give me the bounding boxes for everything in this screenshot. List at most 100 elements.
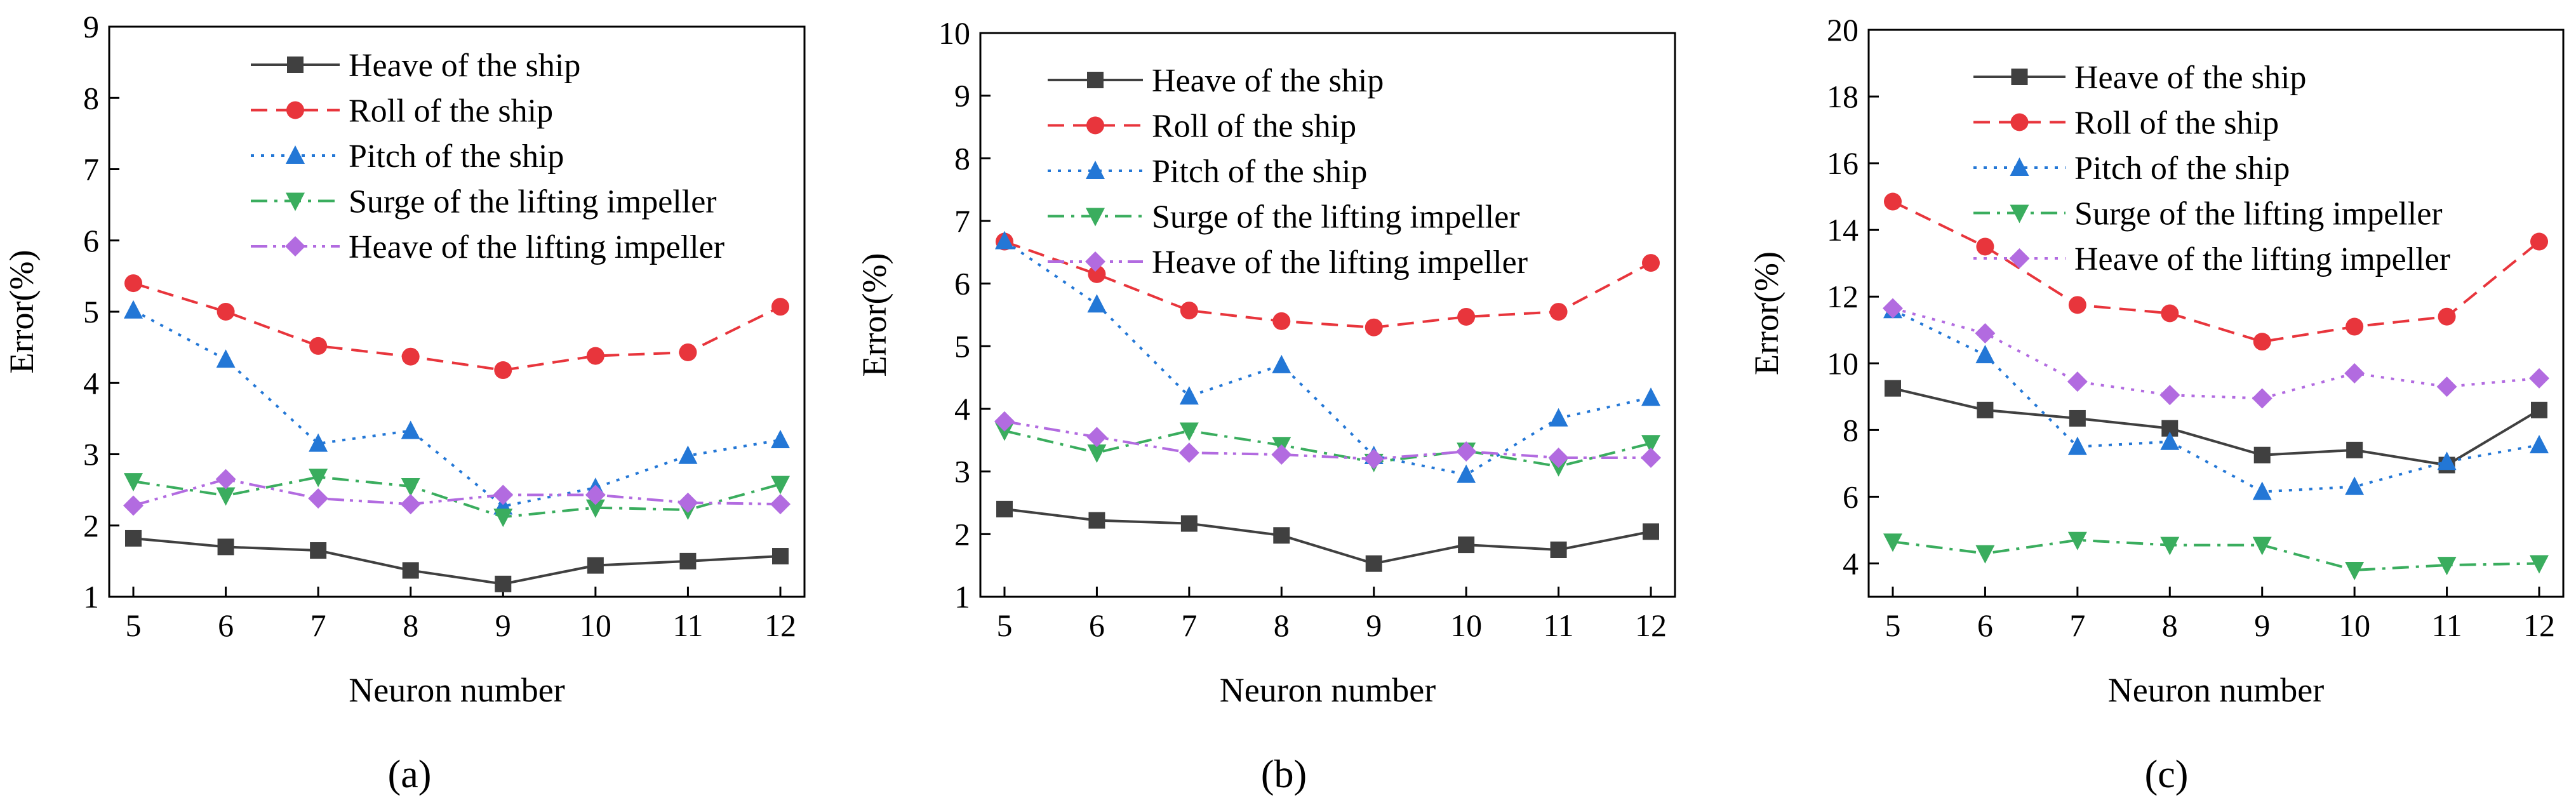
data-point bbox=[401, 420, 420, 439]
data-point bbox=[679, 552, 697, 569]
legend-marker bbox=[286, 101, 304, 119]
series-line bbox=[133, 536, 781, 585]
y-tick-label: 2 bbox=[83, 508, 99, 543]
data-point bbox=[1883, 298, 1903, 319]
series-line bbox=[133, 477, 781, 507]
series-0 bbox=[1885, 380, 2547, 474]
y-tick-label: 8 bbox=[954, 140, 970, 176]
x-tick-label: 12 bbox=[1635, 608, 1667, 643]
data-point bbox=[2438, 307, 2456, 326]
x-tick-label: 8 bbox=[403, 608, 418, 643]
data-point bbox=[1273, 527, 1290, 544]
data-point bbox=[2253, 446, 2271, 463]
data-point bbox=[1178, 443, 1199, 463]
x-tick-label: 5 bbox=[997, 608, 1013, 643]
series-line bbox=[1892, 307, 2540, 400]
data-point bbox=[771, 298, 789, 316]
data-point bbox=[1365, 318, 1383, 336]
data-point bbox=[125, 529, 142, 547]
y-tick-label: 3 bbox=[954, 454, 970, 489]
data-point bbox=[124, 300, 143, 319]
panel-label: (b) bbox=[1261, 753, 1307, 796]
data-point bbox=[771, 430, 790, 449]
data-point bbox=[772, 548, 789, 565]
data-point bbox=[586, 347, 604, 365]
legend-marker bbox=[2011, 69, 2028, 85]
data-point bbox=[2530, 232, 2548, 251]
series-line bbox=[1003, 239, 1652, 476]
series-3 bbox=[124, 469, 790, 528]
data-point bbox=[494, 361, 512, 380]
legend-marker bbox=[286, 145, 305, 164]
series-1 bbox=[1884, 192, 2548, 351]
y-tick-label: 1 bbox=[83, 579, 99, 615]
plot-frame bbox=[1867, 29, 2565, 598]
legend-entry: Roll of the ship bbox=[349, 93, 553, 130]
chart-panel-c: 4 6 8 10 12 14 16 18 20 5 6 7 8 9 10 11 12 Neuron number E… bbox=[1747, 12, 2565, 796]
data-point bbox=[1365, 555, 1382, 572]
data-point bbox=[1549, 303, 1568, 321]
x-tick-label: 11 bbox=[672, 608, 703, 643]
series-0 bbox=[996, 500, 1659, 572]
data-point bbox=[995, 230, 1014, 250]
data-point bbox=[1457, 464, 1476, 483]
data-point bbox=[1548, 447, 1569, 468]
data-point bbox=[1976, 237, 1994, 256]
x-tick-label: 5 bbox=[126, 608, 142, 643]
data-point bbox=[1884, 192, 1902, 211]
data-point bbox=[2345, 476, 2365, 495]
data-point bbox=[2346, 317, 2364, 336]
legend-entry: Heave of the ship bbox=[349, 48, 580, 84]
data-point bbox=[2252, 481, 2272, 500]
data-point bbox=[400, 494, 421, 515]
data-point bbox=[1975, 345, 1995, 364]
plot-frame bbox=[979, 32, 1676, 598]
y-tick-label: 7 bbox=[954, 203, 970, 239]
series-line bbox=[1004, 507, 1652, 565]
series-4 bbox=[1883, 298, 2549, 409]
data-point bbox=[678, 445, 698, 464]
x-tick-label: 9 bbox=[1366, 608, 1382, 643]
series-1 bbox=[124, 274, 789, 380]
x-tick-label: 6 bbox=[218, 608, 234, 643]
legend-marker bbox=[1086, 116, 1104, 135]
data-point bbox=[1641, 447, 1661, 468]
legend-entry: Surge of the lifting impeller bbox=[349, 184, 717, 220]
data-point bbox=[2436, 376, 2457, 397]
x-tick-label: 11 bbox=[1543, 608, 1573, 643]
data-point bbox=[1642, 254, 1660, 272]
data-point bbox=[124, 274, 142, 293]
data-point bbox=[1456, 441, 1477, 462]
x-tick-label: 10 bbox=[580, 608, 611, 643]
data-point bbox=[1179, 422, 1199, 441]
data-point bbox=[1088, 512, 1105, 529]
legend-marker bbox=[285, 236, 305, 256]
data-point bbox=[677, 492, 698, 513]
data-point bbox=[402, 562, 419, 579]
data-point bbox=[1975, 323, 1996, 344]
legend-entry: Heave of the lifting impeller bbox=[1152, 244, 1528, 281]
data-point bbox=[1641, 435, 1660, 454]
legend-entry: Pitch of the ship bbox=[349, 138, 564, 175]
data-point bbox=[2252, 388, 2272, 409]
data-point bbox=[994, 411, 1015, 432]
data-point bbox=[1885, 380, 1901, 397]
data-point bbox=[771, 476, 790, 495]
y-tick-label: 6 bbox=[954, 266, 970, 302]
y-tick-label: 6 bbox=[1843, 479, 1859, 514]
legend-entry: Pitch of the ship bbox=[2074, 150, 2290, 187]
y-tick-label: 8 bbox=[1843, 412, 1859, 448]
y-tick-label: 10 bbox=[938, 15, 970, 51]
data-point bbox=[124, 473, 143, 492]
y-axis-title: Error(%) bbox=[3, 250, 41, 374]
data-point bbox=[1272, 312, 1291, 330]
data-point bbox=[1087, 294, 1107, 313]
data-point bbox=[310, 542, 327, 559]
legend-marker bbox=[2010, 204, 2029, 223]
data-point bbox=[2530, 434, 2549, 453]
data-point bbox=[2530, 555, 2549, 574]
series-line bbox=[1004, 240, 1652, 329]
legend-marker bbox=[1087, 72, 1104, 88]
data-point bbox=[217, 303, 235, 321]
